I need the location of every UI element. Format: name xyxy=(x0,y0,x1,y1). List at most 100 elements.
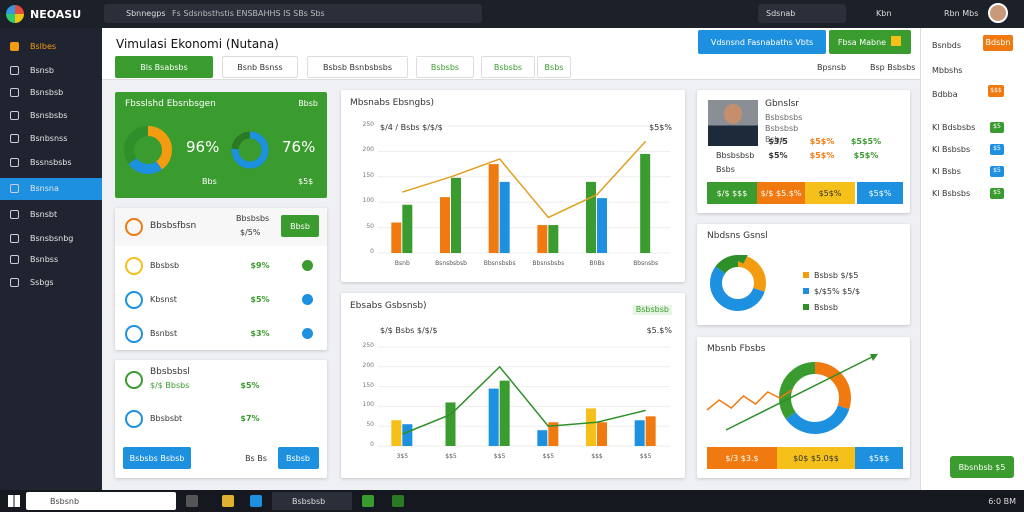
button[interactable] xyxy=(857,182,903,204)
sidebar-item[interactable]: Bsnsbsb xyxy=(30,88,64,97)
button[interactable] xyxy=(950,456,1014,478)
taskbar-icon[interactable] xyxy=(222,495,234,507)
sidebar-item[interactable]: Bsnsb xyxy=(30,66,54,75)
button[interactable] xyxy=(777,447,855,469)
icon xyxy=(125,257,143,275)
taskbar-icon[interactable] xyxy=(250,495,262,507)
tab-label[interactable]: Bsnb Bsnss xyxy=(237,63,283,72)
sidebar-item[interactable]: Bsnsna xyxy=(30,184,59,193)
button-label[interactable]: $5$$ xyxy=(868,454,890,463)
button[interactable] xyxy=(855,447,903,469)
stat: $3/5 xyxy=(768,137,788,146)
bar xyxy=(548,422,559,446)
taskbar-icon[interactable] xyxy=(186,495,198,507)
button-label[interactable]: $0$ $5.0$$ xyxy=(793,454,839,463)
sidebar-active xyxy=(0,178,102,200)
address-bar xyxy=(104,4,482,23)
avatar[interactable] xyxy=(988,3,1008,23)
row-value: $7% xyxy=(240,414,260,423)
sidebar-item[interactable]: Bssnsbsbs xyxy=(30,158,72,167)
sidebar-item[interactable]: Bsnsbt xyxy=(30,210,58,219)
app-name: Sbnnegps xyxy=(126,9,166,18)
tab[interactable] xyxy=(416,56,474,78)
donut-segment xyxy=(779,362,851,434)
button-label[interactable]: $$$ xyxy=(990,87,1002,94)
y-tick-label: 200 xyxy=(362,146,374,154)
button-label[interactable]: $/$ $5.$% xyxy=(760,189,802,198)
stat: $5$% xyxy=(809,151,835,160)
search-box[interactable] xyxy=(26,492,176,510)
tab-label[interactable]: Bls Bsabsbs xyxy=(140,63,188,72)
tool[interactable]: Bpsnsb xyxy=(817,63,847,72)
stat: $5$5% xyxy=(850,137,882,146)
photo-face xyxy=(724,104,742,124)
button-label[interactable]: Bdsbn xyxy=(985,38,1011,47)
button-label[interactable]: Bsbsbs Bsbsb xyxy=(129,454,185,463)
button-label[interactable]: Bbsb xyxy=(290,222,310,231)
sidebar-item[interactable]: Bslbes xyxy=(30,42,57,51)
chart-note: $/4 / Bsbs $/$/$ xyxy=(380,123,443,132)
search[interactable]: Bsbsnb xyxy=(50,497,80,506)
bar xyxy=(597,198,607,253)
note: Bbs xyxy=(202,177,217,186)
sidebar-item[interactable]: Bsnbsnss xyxy=(30,134,68,143)
button-label[interactable]: Bsbsb xyxy=(286,454,310,463)
tab[interactable] xyxy=(537,56,571,78)
taskbar-icon[interactable] xyxy=(392,495,404,507)
tab[interactable] xyxy=(481,56,535,78)
button[interactable] xyxy=(707,182,757,204)
tab[interactable] xyxy=(307,56,408,78)
button-label[interactable]: $/3 $3.$ xyxy=(725,454,759,463)
button-label[interactable]: $5$% xyxy=(818,189,842,198)
sidebar-item[interactable]: Bsnsbsbs xyxy=(30,111,68,120)
tab-label[interactable]: Bsbs xyxy=(544,63,564,72)
row-name: Bsnbst xyxy=(150,329,178,338)
tab[interactable] xyxy=(115,56,213,78)
bar xyxy=(402,204,413,253)
button-label[interactable]: Bbsnbsb $5 xyxy=(958,463,1006,472)
button[interactable] xyxy=(983,35,1013,51)
button[interactable] xyxy=(281,215,319,237)
sidebar xyxy=(0,28,102,490)
sidebar-item[interactable]: Bsnbss xyxy=(30,255,59,264)
right-panel xyxy=(920,28,1024,490)
search[interactable]: Sdsnab xyxy=(766,9,796,18)
button[interactable] xyxy=(707,447,777,469)
y-tick-label: 50 xyxy=(366,421,374,429)
button[interactable] xyxy=(278,447,319,469)
badge xyxy=(990,188,1004,199)
tab-label[interactable]: Bsbsb Bsnbsbsbs xyxy=(323,63,392,72)
row-value: $5% xyxy=(250,295,270,304)
button-label[interactable]: $5$% xyxy=(868,189,892,198)
button-label[interactable]: Vdsnsnd Fasnabaths Vbts xyxy=(710,38,814,47)
card-title: Mbsnb Fbsbs xyxy=(707,344,766,354)
taskbar-app[interactable] xyxy=(272,492,352,510)
taskbar-icon[interactable] xyxy=(362,495,374,507)
button-label[interactable]: Fbsa Mabne xyxy=(837,38,887,47)
donut-segment xyxy=(710,255,766,311)
start-button[interactable] xyxy=(8,495,20,507)
x-tick-label: $$5 xyxy=(445,453,457,460)
tool[interactable]: Bsp Bsbsbs xyxy=(870,63,916,72)
bar xyxy=(451,177,461,253)
x-tick-label: $$5 xyxy=(542,453,555,460)
app-name[interactable]: Bsbsbsb xyxy=(292,497,326,506)
search-box[interactable] xyxy=(758,4,846,23)
user: Kbn xyxy=(876,9,892,18)
button-label[interactable]: $/$ $$$ xyxy=(716,189,748,198)
kpi: 76% xyxy=(282,138,316,156)
sidebar-item[interactable]: Bsnsbsnbg xyxy=(30,234,74,243)
button[interactable] xyxy=(988,85,1004,97)
button[interactable] xyxy=(757,182,805,204)
x-tick-label: Bsnb xyxy=(394,260,410,267)
button[interactable] xyxy=(123,447,191,469)
tab-label[interactable]: Bsbsbs xyxy=(493,63,523,72)
badge-label: $5 xyxy=(993,123,1001,130)
sidebar-item[interactable]: Ssbgs xyxy=(30,278,54,287)
button[interactable] xyxy=(698,30,826,54)
note: Bs Bs xyxy=(245,454,267,463)
tab[interactable] xyxy=(222,56,298,78)
button[interactable] xyxy=(805,182,855,204)
tab-label[interactable]: Bsbsbs xyxy=(430,63,460,72)
